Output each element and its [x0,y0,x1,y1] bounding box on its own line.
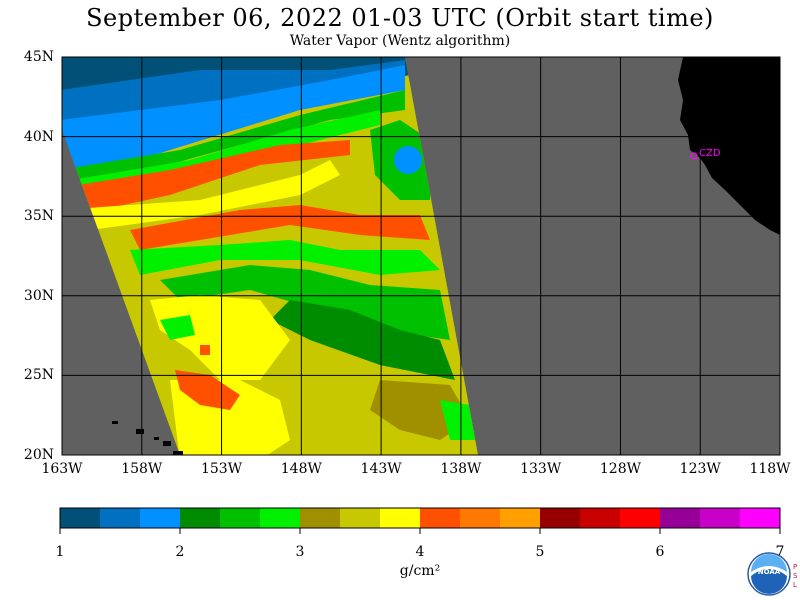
latitude-label: 30N [23,287,54,304]
longitude-label: 148W [280,461,322,477]
longitude-label: 133W [520,461,562,477]
latitude-label: 20N [23,447,54,463]
colorbar-tick-label: 5 [535,544,545,560]
colorbar-tick-label: 7 [775,544,785,560]
colorbar-segment [300,508,341,528]
colorbar-tick-label: 1 [55,544,65,560]
colorbar-segment [380,508,421,528]
colorbar-tick-label: 6 [655,544,665,560]
colorbar-segment [700,508,741,528]
colorbar-segment [740,508,781,528]
longitude-label: 143W [360,461,402,477]
longitude-label: 123W [679,461,721,477]
latitude-label: 45N [23,49,54,65]
longitude-label: 158W [121,461,163,477]
colorbar-tick-label: 4 [415,544,425,560]
colorbar-segment [60,508,101,528]
colorbar-unit: g/cm² [399,563,441,579]
colorbar-segment [420,508,461,528]
latitude-label: 25N [23,367,54,384]
colorbar-segment [100,508,141,528]
colorbar-segment [620,508,661,528]
longitude-label: 138W [440,461,482,477]
map-frame [61,56,781,456]
lat-lon-grid [62,57,780,455]
colorbar-segment [260,508,301,528]
colorbar-segment [180,508,221,528]
longitude-label: 163W [41,461,83,477]
colorbar-segment [660,508,701,528]
longitude-label: 153W [200,461,243,477]
hawaiian-islands [112,421,183,455]
land-mass [678,57,780,235]
colorbar-segment [500,508,541,528]
svg-text:NOAA: NOAA [758,568,781,576]
colorbar-tick-label: 3 [295,544,305,560]
noaa-logo-icon: NOAA [747,552,791,596]
latitude-label: 40N [23,128,54,145]
longitude-label: 118W [749,461,791,477]
colorbar-segment [460,508,501,528]
colorbar-segment [540,508,581,528]
colorbar-segment [140,508,181,528]
satellite-swath [62,57,478,455]
longitude-label: 128W [599,461,641,477]
colorbar [59,507,781,534]
colorbar-segment [220,508,261,528]
colorbar-segment [580,508,621,528]
psl-side-text: PSL [793,563,798,589]
station-label: CZD [699,148,721,159]
colorbar-segment [340,508,381,528]
station-marker-icon [690,152,698,160]
chart-subtitle: Water Vapor (Wentz algorithm) [289,33,511,49]
chart-title: September 06, 2022 01-03 UTC (Orbit star… [86,4,714,32]
latitude-label: 35N [23,208,54,225]
colorbar-tick-label: 2 [175,544,185,560]
